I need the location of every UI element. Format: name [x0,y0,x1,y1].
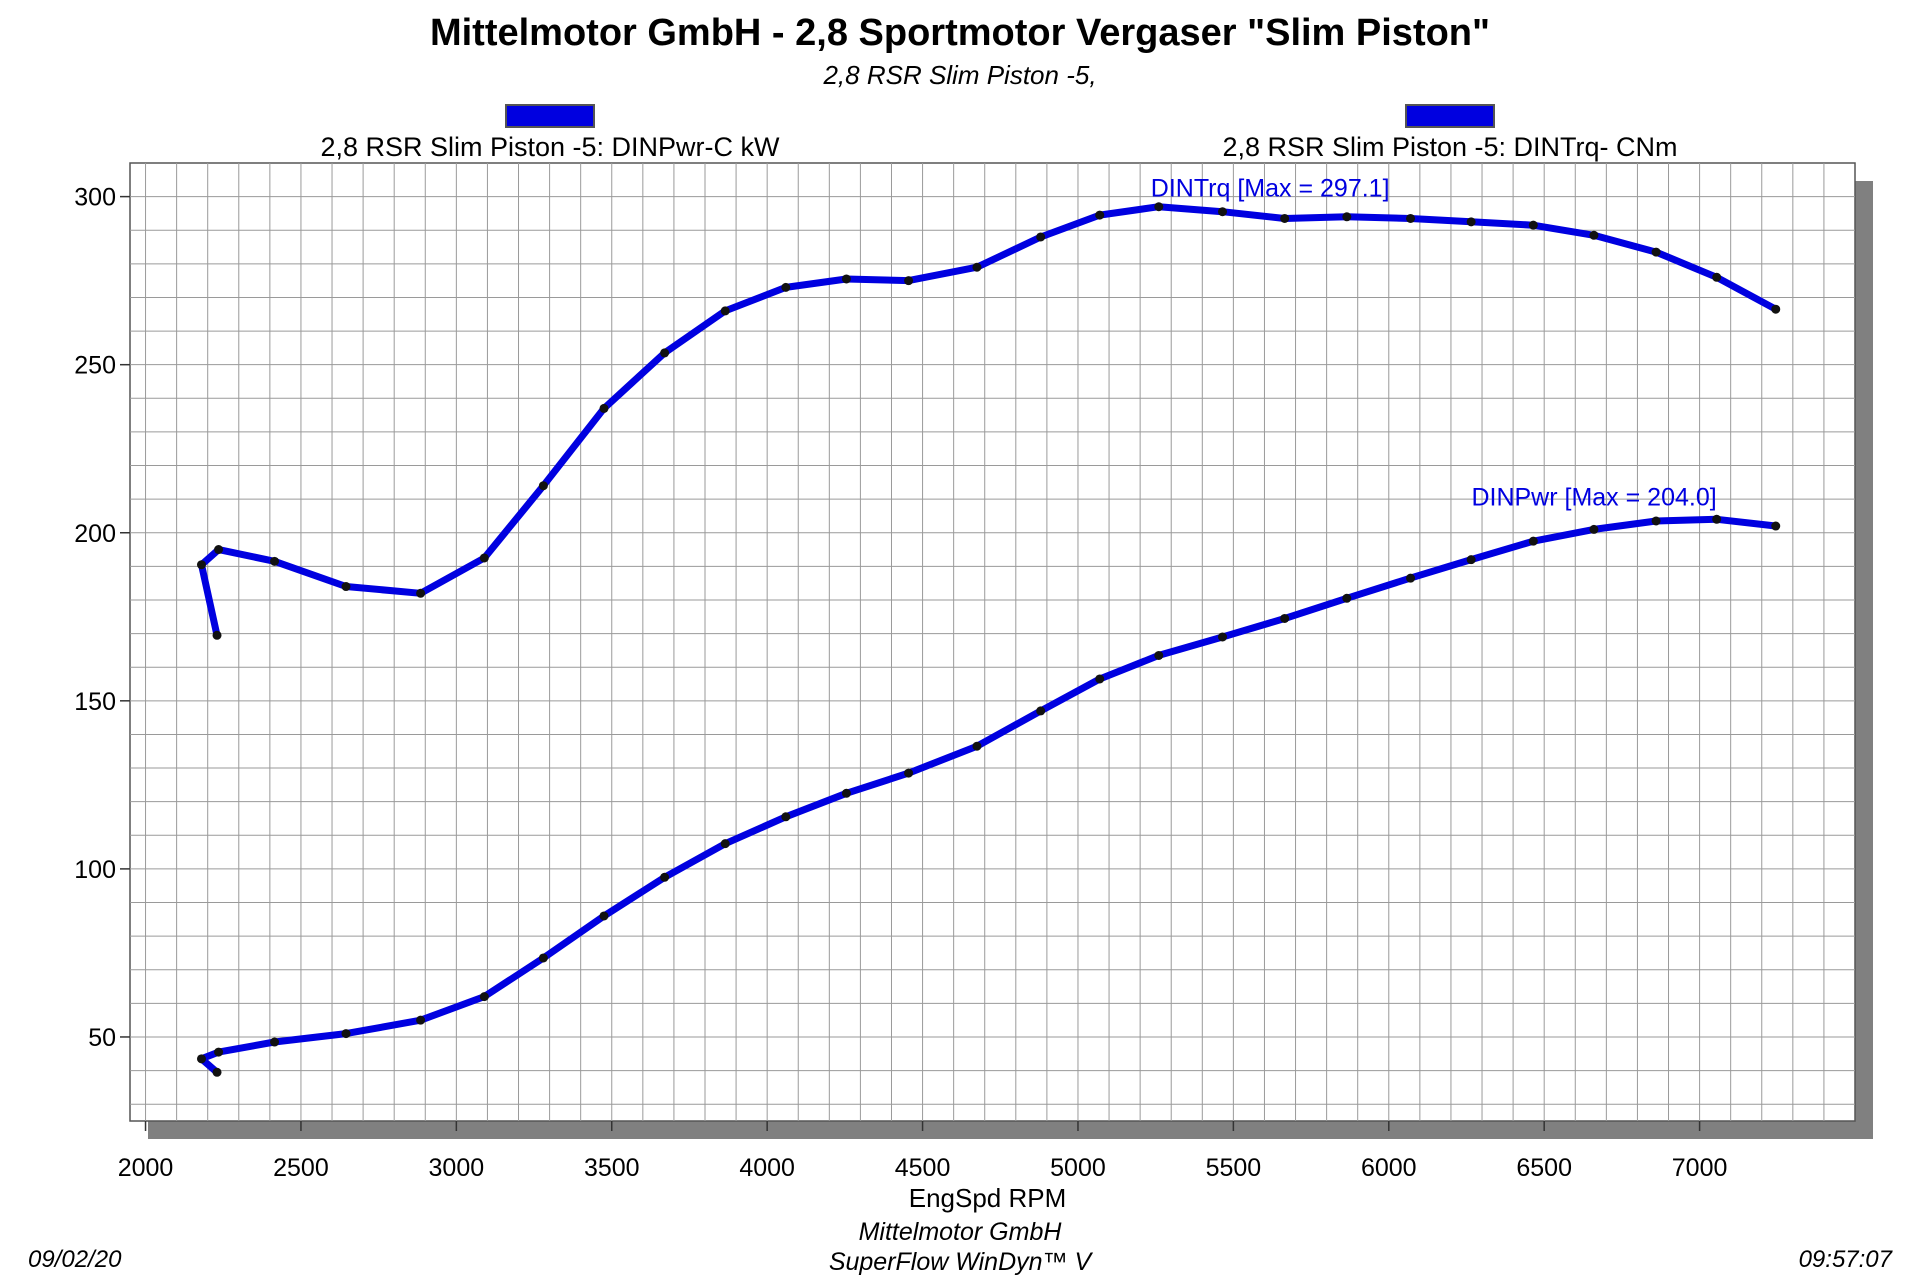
legend-label-torque: 2,8 RSR Slim Piston -5: DINTrq- CNm [1222,132,1678,162]
x-tick-label: 4500 [895,1154,951,1182]
chart-subtitle: 2,8 RSR Slim Piston -5, [823,60,1097,90]
chart-title: Mittelmotor GmbH - 2,8 Sportmotor Vergas… [429,12,1491,54]
y-tick-label: 200 [74,520,116,548]
y-tick-label: 100 [74,856,116,884]
x-tick-label: 3500 [584,1154,640,1182]
power-series-point [341,1029,351,1039]
legend-swatch-torque [1405,104,1495,128]
power-series-point [1036,706,1046,716]
y-tick-label: 250 [74,352,116,380]
torque-series-line [198,203,1780,639]
power-series-point [972,741,982,751]
power-series-point [1466,555,1476,565]
torque-series-point [479,553,489,563]
torque-series-point [1406,213,1416,223]
footer-company: Mittelmotor GmbH [858,1218,1062,1246]
torque-series-point [660,348,670,358]
torque-series-point [1036,232,1046,242]
x-tick-label: 2000 [118,1154,174,1182]
power-series-line [198,515,1780,1076]
torque-series-point [972,262,982,272]
torque-series-point [1342,212,1352,222]
power-series-point [841,788,851,798]
power-series-point [1771,521,1781,531]
footer-time: 09:57:07 [1798,1246,1892,1273]
legend-swatch-power [505,104,595,128]
power-series-point [1651,516,1661,526]
plot-area [129,162,1856,1122]
power-series-point [1095,674,1105,684]
torque-series-point [212,630,222,640]
torque-series-point [1771,304,1781,314]
torque-series-point [270,556,280,566]
power-series-point [660,872,670,882]
torque-series-point [599,403,609,413]
torque-series-point [1154,202,1164,212]
power-series-point [1218,632,1227,642]
torque-series-point [196,560,206,570]
torque-series-point [538,481,548,491]
torque-series-point [1218,207,1227,217]
power-series-point [270,1037,280,1047]
power-series-point [538,953,548,963]
torque-series-point [1651,247,1661,257]
x-tick-label: 4000 [739,1154,795,1182]
power-series-point [599,911,609,921]
power-series-point [479,992,489,1002]
torque-series-point [1528,220,1538,230]
x-tick-label: 6000 [1361,1154,1417,1182]
x-tick-label: 7000 [1672,1154,1728,1182]
torque-series-point [904,276,914,286]
torque-series-point [214,545,224,555]
power-series-point [196,1054,206,1064]
annotation-power: DINPwr [Max = 204.0] [1471,483,1716,511]
power-series-point [1589,524,1599,534]
torque-series-point [841,274,851,284]
torque-series-point [1095,210,1105,220]
x-axis-label: EngSpd RPM [909,1183,1067,1213]
grid-lines [130,163,1855,1121]
legend-item-power: 2,8 RSR Slim Piston -5: DINPwr-C kW [260,104,840,163]
footer-software: SuperFlow WinDyn™ V [828,1248,1092,1276]
legend-label-power: 2,8 RSR Slim Piston -5: DINPwr-C kW [320,132,780,162]
annotation-torque: DINTrq [Max = 297.1] [1151,175,1390,203]
y-tick-label: 50 [88,1024,116,1052]
footer-date: 09/02/20 [28,1246,122,1273]
torque-series-point [1712,272,1722,282]
legend-item-torque: 2,8 RSR Slim Piston -5: DINTrq- CNm [1130,104,1770,163]
torque-series-point [341,582,351,592]
power-series-point [1406,573,1416,583]
y-tick-label: 300 [74,184,116,212]
torque-series-point [781,282,791,292]
torque-series-point [720,306,730,316]
torque-series-point [416,588,426,598]
power-series-point [1342,593,1352,603]
torque-series-point [1589,230,1599,240]
power-series-point [1154,650,1164,660]
power-series-point [720,839,730,849]
power-series-point [212,1067,222,1077]
power-series-point [416,1015,426,1025]
power-series-point [781,812,791,822]
power-series-point [1528,536,1538,546]
x-tick-label: 2500 [273,1154,329,1182]
torque-series-point [1280,213,1290,223]
x-tick-label: 5000 [1050,1154,1106,1182]
power-series-point [1712,514,1722,524]
y-tick-label: 150 [74,688,116,716]
power-series-point [904,768,914,778]
x-tick-label: 5500 [1206,1154,1262,1182]
x-tick-label: 6500 [1516,1154,1572,1182]
x-tick-label: 3000 [429,1154,485,1182]
power-series-point [214,1047,224,1057]
power-series-point [1280,613,1290,623]
torque-series-point [1466,217,1476,227]
